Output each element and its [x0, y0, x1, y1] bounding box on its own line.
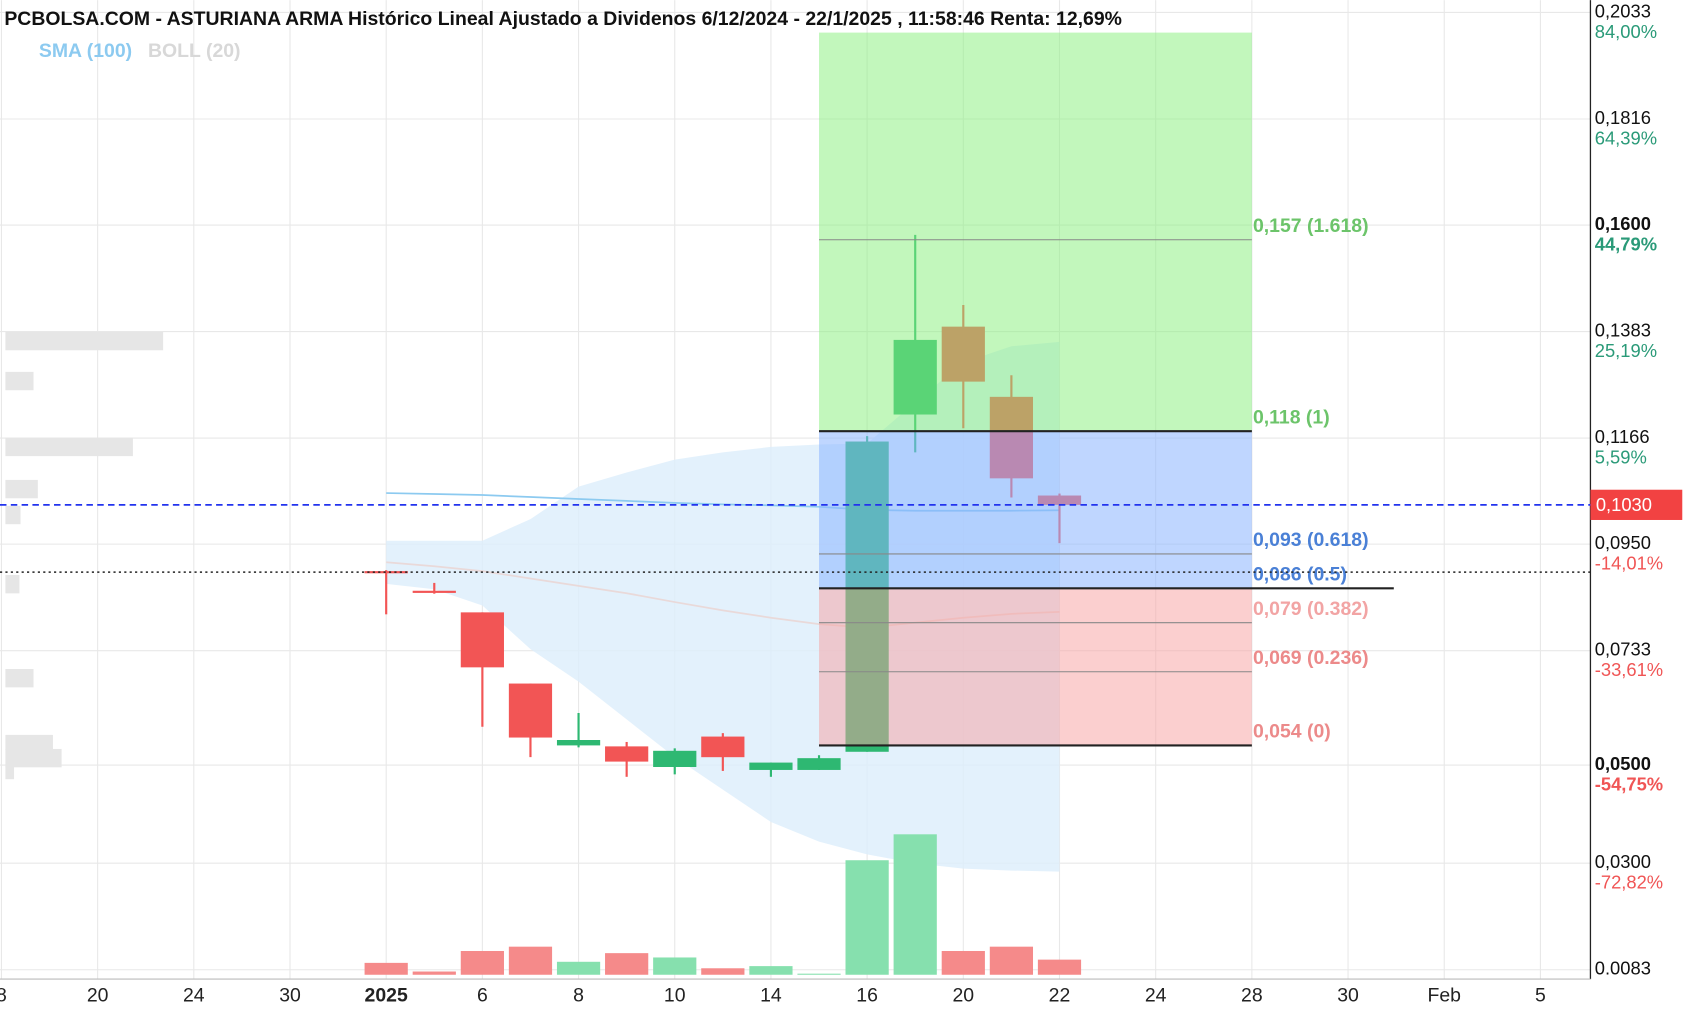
current-price-box	[1590, 489, 1683, 520]
profile-bar	[5, 371, 34, 391]
fib-label: 0,118 (1)	[1253, 406, 1330, 428]
profile-bar	[5, 748, 62, 768]
x-tick-label: 20	[952, 985, 974, 1007]
y-pct-label: -72,82%	[1595, 872, 1663, 893]
legend-entry: BOLL (20)	[148, 40, 241, 62]
x-tick-label: 20	[87, 985, 109, 1007]
y-tick-label: 0,0950	[1595, 532, 1651, 553]
fib-label: 0,086 (0.5)	[1253, 563, 1347, 585]
y-tick-label: 0,1166	[1595, 426, 1650, 447]
candle-body	[653, 750, 697, 768]
y-tick-label: 0,0733	[1595, 638, 1651, 659]
volume-profile	[5, 331, 164, 780]
volume-bar	[605, 953, 649, 975]
profile-bar	[5, 668, 34, 688]
volume-bar	[556, 961, 601, 975]
y-tick-label: 0,1600	[1595, 213, 1651, 234]
volume-bar	[749, 966, 793, 975]
y-tick-label: 0,1383	[1595, 319, 1651, 340]
volume-bar	[460, 950, 504, 975]
y-tick-label: 0,1816	[1595, 107, 1651, 128]
x-tick-label: 30	[1337, 985, 1359, 1007]
profile-bar	[5, 505, 21, 525]
x-tick-label: 2025	[365, 985, 408, 1007]
y-pct-label: 64,39%	[1595, 127, 1657, 148]
plot: 0,157 (1.618) 0,118 (1) 0,093 (0.618) 0,086…	[364, 32, 1394, 975]
candle-body	[797, 758, 841, 770]
x-tick-label: 6	[477, 985, 488, 1007]
x-tick-label: 30	[279, 985, 301, 1007]
candle-body	[412, 590, 456, 593]
x-tick-label: 22	[1049, 985, 1071, 1007]
x-tick-label: 24	[183, 985, 205, 1007]
x-tick-label: 16	[856, 985, 878, 1007]
fib-label: 0,069 (0.236)	[1253, 647, 1369, 669]
fib-zone-green	[819, 32, 1252, 432]
volume-bar	[797, 973, 841, 975]
profile-bar	[5, 574, 20, 594]
fib-label: 0,079 (0.382)	[1253, 598, 1369, 620]
x-tick-label: 24	[1145, 985, 1167, 1007]
x-tick-label: 28	[1241, 985, 1263, 1007]
candle-body	[364, 571, 408, 574]
fib-label: 0,054 (0)	[1253, 721, 1331, 743]
y-pct-label: -14,01%	[1595, 552, 1663, 573]
candle-body	[460, 612, 504, 668]
x-tick-label: 14	[760, 985, 782, 1007]
volume-bar	[941, 950, 985, 975]
candle-body	[556, 740, 601, 746]
volume-bar	[845, 860, 889, 975]
fib-zone-blue	[819, 431, 1252, 589]
x-tick-label: 8	[0, 985, 7, 1007]
fib-label: 0,093 (0.618)	[1253, 529, 1369, 551]
y-tick-label: 0.0083	[1595, 958, 1651, 979]
volume-bar	[508, 946, 553, 975]
candle-body	[701, 736, 745, 758]
chart-title: PCBOLSA.COM - ASTURIANA ARMA Histórico L…	[4, 8, 1122, 30]
x-tick-label: 8	[573, 985, 584, 1007]
y-tick-label: 0,0500	[1595, 753, 1651, 774]
x-tick-label: 10	[664, 985, 686, 1007]
y-pct-label: 5,59%	[1595, 446, 1647, 467]
volume-bar	[653, 957, 697, 975]
fib-label: 0,157 (1.618)	[1253, 215, 1369, 237]
profile-bar	[5, 331, 164, 351]
x-tick-label: Feb	[1427, 985, 1461, 1007]
candle-body	[749, 762, 793, 770]
profile-bar	[5, 734, 53, 751]
volume-bar	[1037, 959, 1082, 975]
volume-bar	[989, 946, 1034, 975]
y-pct-label: -33,61%	[1595, 659, 1663, 680]
volume-bar	[364, 962, 408, 975]
y-pct-label: -54,75%	[1595, 773, 1663, 794]
current-price-label: 0,1030	[1596, 494, 1652, 515]
y-pct-label: 25,19%	[1595, 340, 1657, 361]
candle-body	[508, 683, 553, 738]
y-pct-label: 84,00%	[1595, 21, 1657, 42]
profile-bar	[5, 766, 15, 780]
volume-bar	[893, 834, 937, 975]
fib-zone-red	[819, 588, 1252, 746]
profile-bar	[5, 437, 133, 457]
volume-bar	[701, 968, 745, 975]
profile-bar	[5, 479, 38, 499]
x-tick-label: 5	[1535, 985, 1546, 1007]
candle-body	[605, 746, 649, 762]
legend-entry: SMA (100)	[39, 40, 132, 62]
volume-bar	[412, 971, 456, 975]
y-tick-label: 0,0300	[1595, 851, 1651, 872]
y-pct-label: 44,79%	[1595, 233, 1657, 254]
y-tick-label: 0,2033	[1595, 0, 1651, 21]
